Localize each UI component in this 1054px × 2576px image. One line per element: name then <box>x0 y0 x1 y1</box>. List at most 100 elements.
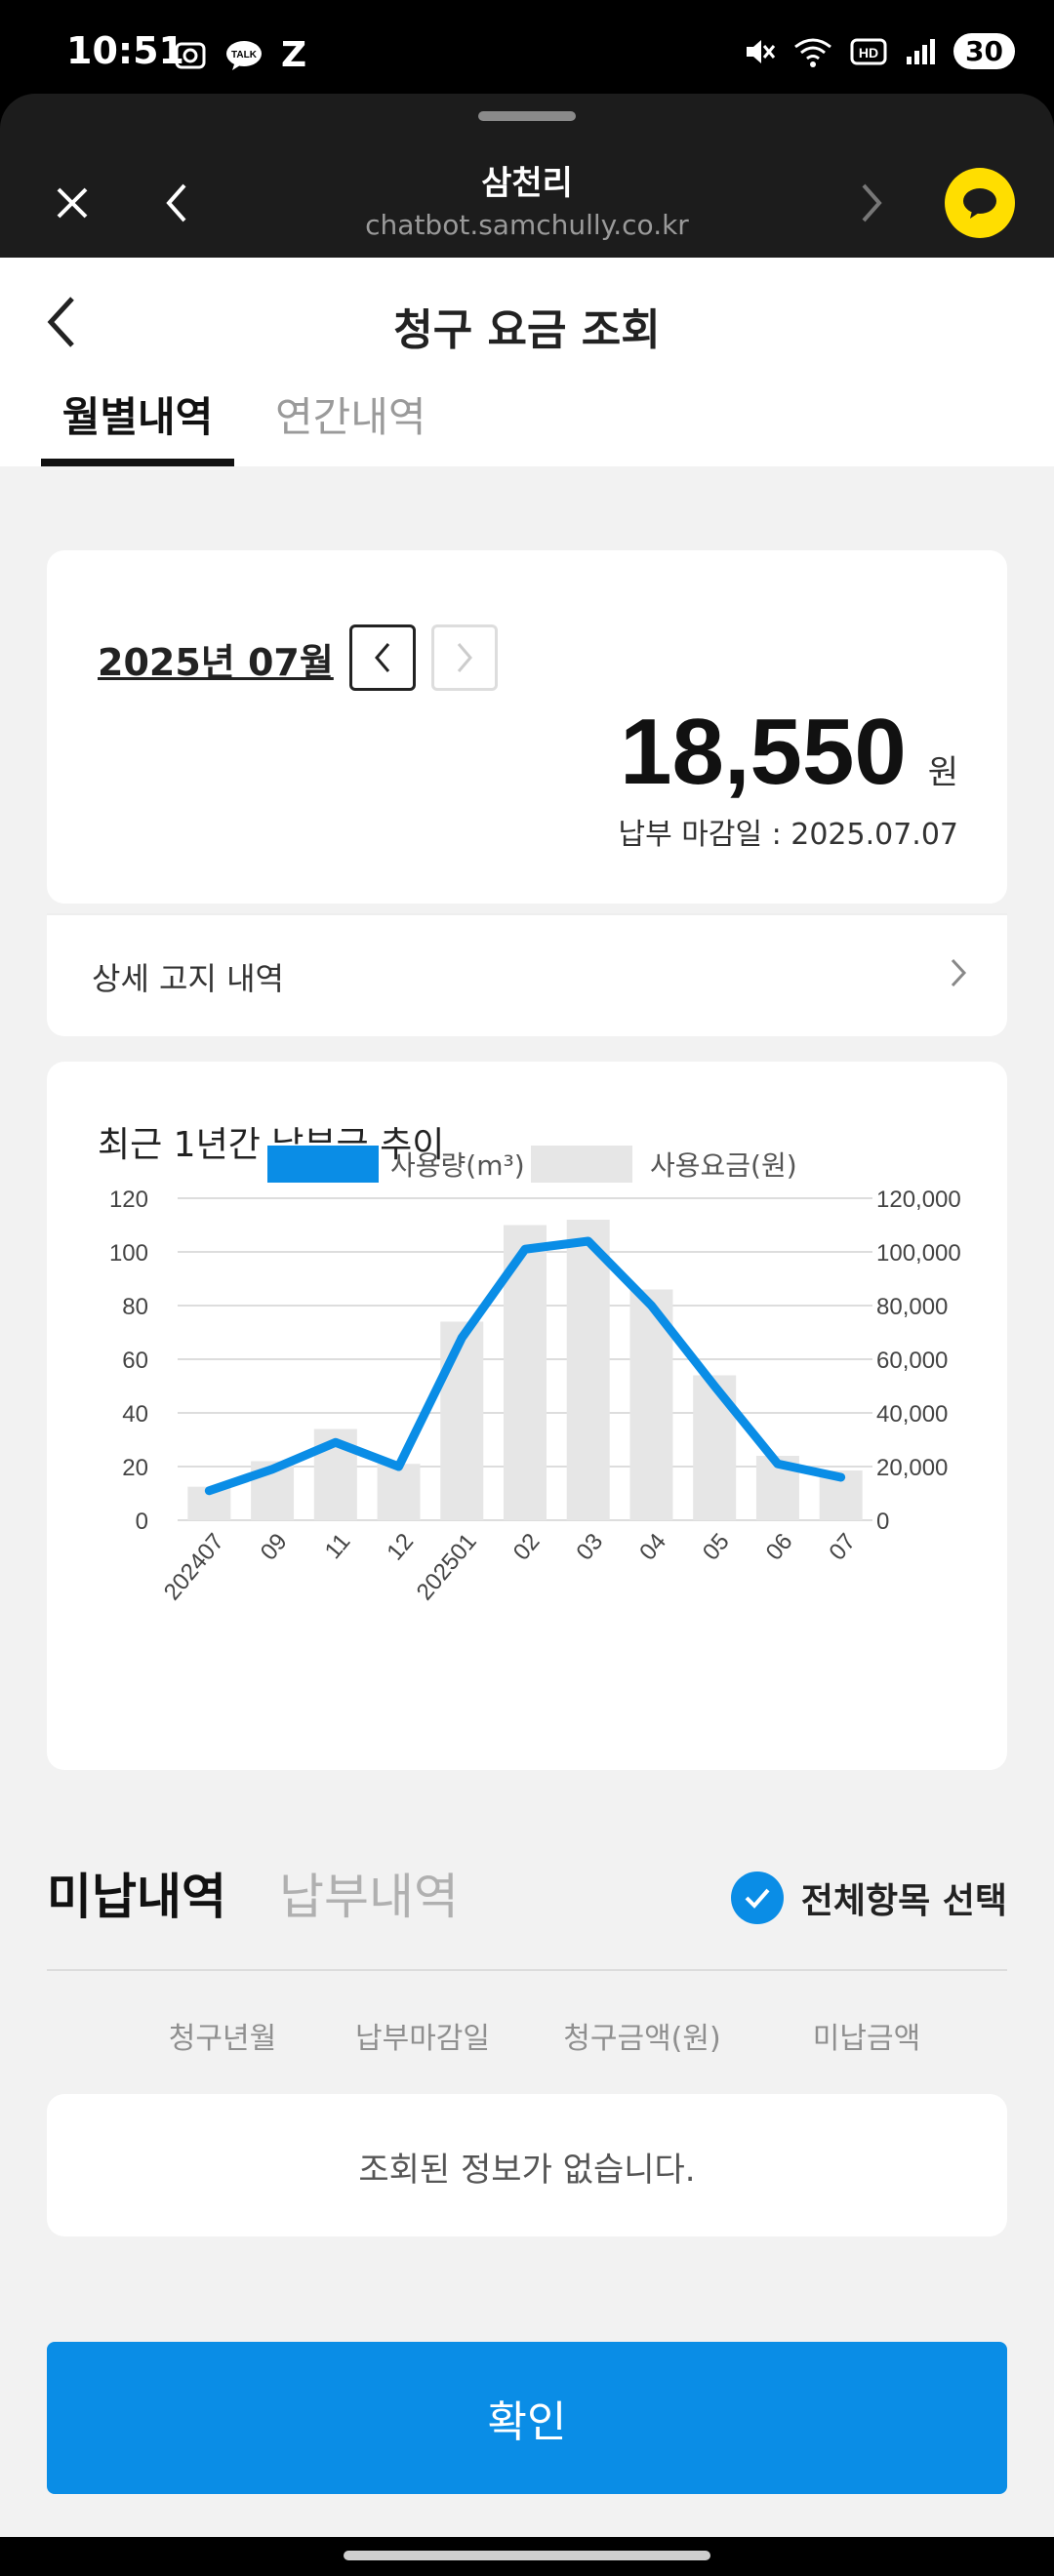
tab-unpaid[interactable]: 미납내역 <box>47 1858 226 1928</box>
line-point <box>208 1490 210 1492</box>
y-tick-left: 60 <box>122 1348 148 1374</box>
chevron-left-icon <box>373 642 392 673</box>
x-tick-label: 04 <box>634 1529 671 1566</box>
column-header: 청구금액(원) <box>535 2014 750 2057</box>
divider <box>47 1969 1007 1971</box>
legend-label: 사용요금(원) <box>650 1149 797 1182</box>
x-tick-label: 12 <box>382 1529 419 1566</box>
y-tick-right: 80,000 <box>876 1294 948 1320</box>
legend-swatch <box>531 1146 632 1183</box>
line-point <box>335 1441 337 1443</box>
legend-swatch <box>267 1146 379 1183</box>
empty-message: 조회된 정보가 없습니다. <box>47 2143 1007 2191</box>
legend-label: 사용량(m³) <box>390 1149 525 1182</box>
status-time: 10:51 <box>66 29 184 72</box>
y-tick-right: 40,000 <box>876 1401 948 1428</box>
check-icon <box>731 1872 784 1924</box>
browser-forward-button[interactable] <box>843 176 898 230</box>
x-tick-label: 03 <box>571 1529 608 1566</box>
kakaotalk-button[interactable] <box>945 168 1015 238</box>
navigation-bar <box>0 2537 1054 2576</box>
x-tick-label: 09 <box>256 1529 293 1566</box>
line-point <box>840 1476 842 1478</box>
speech-bubble-icon <box>960 185 999 221</box>
detail-notice-label: 상세 고지 내역 <box>92 954 284 999</box>
signal-icon <box>905 37 936 66</box>
x-tick-label: 02 <box>508 1529 546 1566</box>
bar <box>693 1376 736 1521</box>
previous-month-button[interactable] <box>349 624 416 691</box>
line-point <box>524 1248 526 1250</box>
y-tick-right: 120,000 <box>876 1187 961 1213</box>
bar <box>378 1464 421 1520</box>
x-tick-label: 07 <box>824 1529 861 1566</box>
hd-icon: HD <box>850 37 887 66</box>
column-header: 청구년월 <box>144 2014 301 2057</box>
y-tick-left: 20 <box>122 1455 148 1481</box>
detail-notice-row[interactable]: 상세 고지 내역 <box>47 913 1007 1036</box>
y-tick-right: 20,000 <box>876 1455 948 1481</box>
x-tick-label: 05 <box>698 1529 735 1566</box>
y-tick-left: 80 <box>122 1294 148 1320</box>
line-point <box>398 1466 400 1468</box>
line-point <box>777 1463 779 1465</box>
table-header: 청구년월 납부마감일 청구금액(원) 미납금액 <box>47 2014 1007 2063</box>
y-tick-right: 60,000 <box>876 1348 948 1374</box>
camera-notification-icon <box>174 41 207 70</box>
x-tick-label: 202407 <box>159 1529 229 1606</box>
bill-amount: 18,550 원 <box>620 699 958 806</box>
line-point <box>588 1240 589 1242</box>
y-tick-left: 40 <box>122 1401 148 1428</box>
bill-summary-card: 2025년 07월 18,550 원 납부 마감일 : 2025.07.07 <box>47 550 1007 904</box>
amount-value: 18,550 <box>620 699 907 806</box>
due-date: 납부 마감일 : 2025.07.07 <box>619 810 958 853</box>
page-content: 청구 요금 조회 월별내역 연간내역 2025년 07월 18,550 원 납부… <box>0 258 1054 2537</box>
page-title: 청구 요금 조회 <box>0 295 1054 357</box>
page-header: 청구 요금 조회 월별내역 연간내역 <box>0 258 1054 466</box>
y-tick-left: 120 <box>109 1187 148 1213</box>
empty-state: 조회된 정보가 없습니다. <box>47 2094 1007 2236</box>
drag-handle[interactable] <box>478 111 576 121</box>
confirm-button[interactable]: 확인 <box>47 2342 1007 2494</box>
mute-icon <box>743 35 776 68</box>
line-point <box>271 1469 273 1470</box>
divider <box>47 913 1007 915</box>
home-gesture-handle[interactable] <box>344 2551 710 2560</box>
chevron-right-icon <box>856 181 885 224</box>
in-app-browser-header: 삼천리 chatbot.samchully.co.kr <box>0 94 1054 258</box>
y-tick-left: 0 <box>136 1509 148 1535</box>
line-point <box>713 1386 715 1388</box>
y-tick-left: 100 <box>109 1240 148 1267</box>
payment-trend-card: 최근 1년간 납부금 추이 사용량(m³) 사용요금(원) 0 0 20 20,000 40… <box>47 1062 1007 1770</box>
tab-paid[interactable]: 납부내역 <box>279 1858 459 1928</box>
amount-unit: 원 <box>928 745 958 793</box>
column-header: 납부마감일 <box>340 2014 506 2057</box>
kakaotalk-notification-icon: TALK <box>224 39 264 72</box>
bar <box>567 1220 610 1520</box>
battery-level: 30 <box>953 33 1015 69</box>
tab-yearly[interactable]: 연간내역 <box>275 384 426 444</box>
y-tick-right: 0 <box>876 1509 889 1535</box>
selected-month[interactable]: 2025년 07월 <box>98 632 334 686</box>
x-tick-label: 06 <box>761 1529 798 1566</box>
select-all-label: 전체항목 선택 <box>801 1872 1007 1923</box>
next-month-button[interactable] <box>431 624 498 691</box>
line-point <box>650 1305 652 1307</box>
z-notification-icon: Z <box>281 35 306 75</box>
x-tick-label: 11 <box>320 1529 356 1564</box>
chevron-right-icon <box>455 642 474 673</box>
svg-text:HD: HD <box>859 45 878 60</box>
tab-monthly[interactable]: 월별내역 <box>41 384 234 466</box>
select-all-toggle[interactable]: 전체항목 선택 <box>731 1872 1007 1924</box>
y-tick-right: 100,000 <box>876 1240 961 1267</box>
chevron-right-icon <box>949 956 968 989</box>
bar <box>440 1322 483 1521</box>
wifi-icon <box>793 35 832 68</box>
column-header: 미납금액 <box>789 2014 945 2057</box>
status-bar: 10:51 TALK Z HD 30 <box>0 0 1054 101</box>
svg-text:TALK: TALK <box>231 50 258 60</box>
x-tick-label: 202501 <box>412 1529 482 1606</box>
billing-tabs: 미납내역 납부내역 전체항목 선택 <box>47 1858 1007 1936</box>
line-point <box>461 1337 463 1339</box>
